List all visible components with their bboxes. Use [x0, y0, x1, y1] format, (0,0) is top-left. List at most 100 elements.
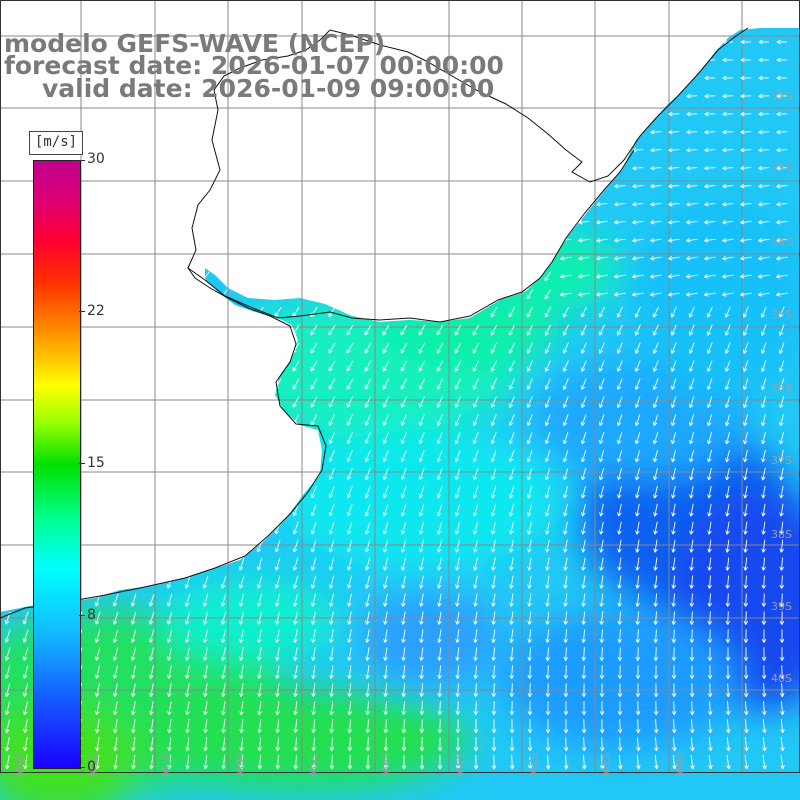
- wind-arrow: [653, 737, 659, 752]
- wind-arrow: [544, 378, 551, 390]
- wind-arrow: [275, 665, 280, 679]
- wind-arrow: [184, 611, 191, 625]
- wind-arrow: [688, 360, 695, 372]
- wind-arrow: [688, 414, 695, 427]
- wind-arrow: [239, 701, 244, 716]
- wind-arrow: [599, 737, 605, 752]
- wind-arrow: [437, 665, 442, 679]
- latitude-label: 35S: [771, 308, 792, 321]
- wind-arrow: [743, 665, 749, 679]
- wind-arrow: [400, 360, 408, 372]
- wind-arrow: [758, 201, 770, 207]
- wind-arrow: [401, 665, 406, 679]
- wind-arrow: [562, 378, 569, 390]
- wind-arrow: [220, 575, 227, 589]
- wind-arrow: [383, 754, 389, 770]
- wind-arrow: [256, 593, 263, 607]
- wind-arrow: [707, 683, 713, 698]
- wind-arrow: [599, 593, 604, 607]
- wind-arrow: [740, 201, 752, 207]
- wind-arrow: [544, 306, 552, 318]
- wind-arrow: [239, 683, 244, 697]
- wind-arrow: [131, 683, 136, 697]
- wind-arrow: [706, 378, 713, 390]
- wind-arrow: [22, 665, 29, 679]
- wind-arrow: [596, 238, 608, 243]
- wind-arrow: [419, 647, 424, 661]
- wind-arrow: [203, 719, 208, 734]
- wind-arrow: [256, 611, 263, 625]
- wind-arrow: [455, 737, 461, 752]
- wind-arrow: [383, 593, 388, 607]
- wind-arrow: [653, 521, 658, 535]
- wind-arrow: [671, 503, 676, 517]
- wind-arrow: [762, 737, 767, 752]
- wind-arrow: [419, 701, 425, 716]
- wind-arrow: [578, 256, 590, 261]
- wind-arrow: [632, 274, 644, 279]
- wind-arrow: [473, 754, 479, 770]
- wind-arrow: [329, 629, 334, 643]
- wind-arrow: [761, 611, 767, 625]
- wind-arrow: [617, 665, 623, 679]
- wind-arrow: [599, 539, 604, 553]
- wind-arrow: [401, 701, 407, 716]
- wind-arrow: [722, 256, 734, 261]
- wind-arrow: [473, 665, 478, 679]
- wind-arrow: [599, 701, 605, 716]
- wind-arrow: [436, 414, 443, 426]
- wind-arrow: [689, 683, 695, 698]
- wind-arrow: [364, 450, 371, 463]
- wind-arrow: [364, 503, 371, 517]
- wind-arrow: [776, 57, 788, 63]
- wind-arrow: [688, 324, 695, 336]
- wind-arrow: [668, 219, 680, 225]
- wind-arrow: [4, 629, 11, 643]
- wind-arrow: [437, 683, 443, 698]
- wind-arrow: [509, 575, 514, 589]
- wind-arrow: [418, 450, 425, 463]
- wind-arrow: [635, 575, 640, 589]
- wind-arrow: [5, 755, 10, 770]
- wind-speed-patch: [630, 200, 800, 400]
- wind-arrow: [185, 665, 190, 679]
- wind-arrow: [560, 256, 572, 261]
- wind-arrow: [526, 467, 533, 481]
- wind-arrow: [364, 342, 372, 354]
- wind-arrow: [382, 414, 389, 426]
- wind-arrow: [346, 324, 354, 336]
- wind-arrow: [472, 521, 479, 535]
- wind-arrow: [563, 737, 569, 752]
- wind-arrow: [598, 414, 605, 427]
- wind-arrow: [743, 539, 748, 553]
- wind-arrow: [581, 575, 586, 589]
- wind-arrow: [740, 292, 752, 297]
- wind-arrow: [780, 701, 785, 716]
- wind-arrow: [455, 575, 460, 589]
- wind-arrow: [508, 467, 515, 481]
- wind-arrow: [599, 611, 604, 625]
- wind-arrow: [4, 665, 11, 679]
- wind-arrow: [671, 593, 676, 607]
- wind-arrow: [670, 342, 677, 354]
- wind-arrow: [185, 737, 190, 752]
- wind-arrow: [329, 701, 334, 716]
- wind-arrow: [581, 629, 586, 643]
- wind-arrow: [778, 378, 785, 391]
- wind-arrow: [527, 593, 532, 607]
- wind-arrow: [725, 611, 731, 625]
- wind-arrow: [292, 378, 300, 390]
- wind-arrow: [256, 575, 263, 589]
- wind-arrow: [545, 737, 551, 752]
- wind-arrow: [686, 292, 698, 297]
- wind-arrow: [310, 396, 318, 408]
- wind-arrow: [401, 629, 406, 643]
- wind-arrow: [617, 683, 623, 698]
- wind-arrow: [509, 754, 515, 770]
- wind-arrow: [761, 701, 767, 716]
- wind-arrow: [148, 665, 154, 679]
- wind-arrow: [632, 292, 644, 297]
- wind-arrow: [761, 503, 766, 517]
- wind-arrow: [776, 201, 788, 207]
- wind-arrow: [670, 414, 677, 427]
